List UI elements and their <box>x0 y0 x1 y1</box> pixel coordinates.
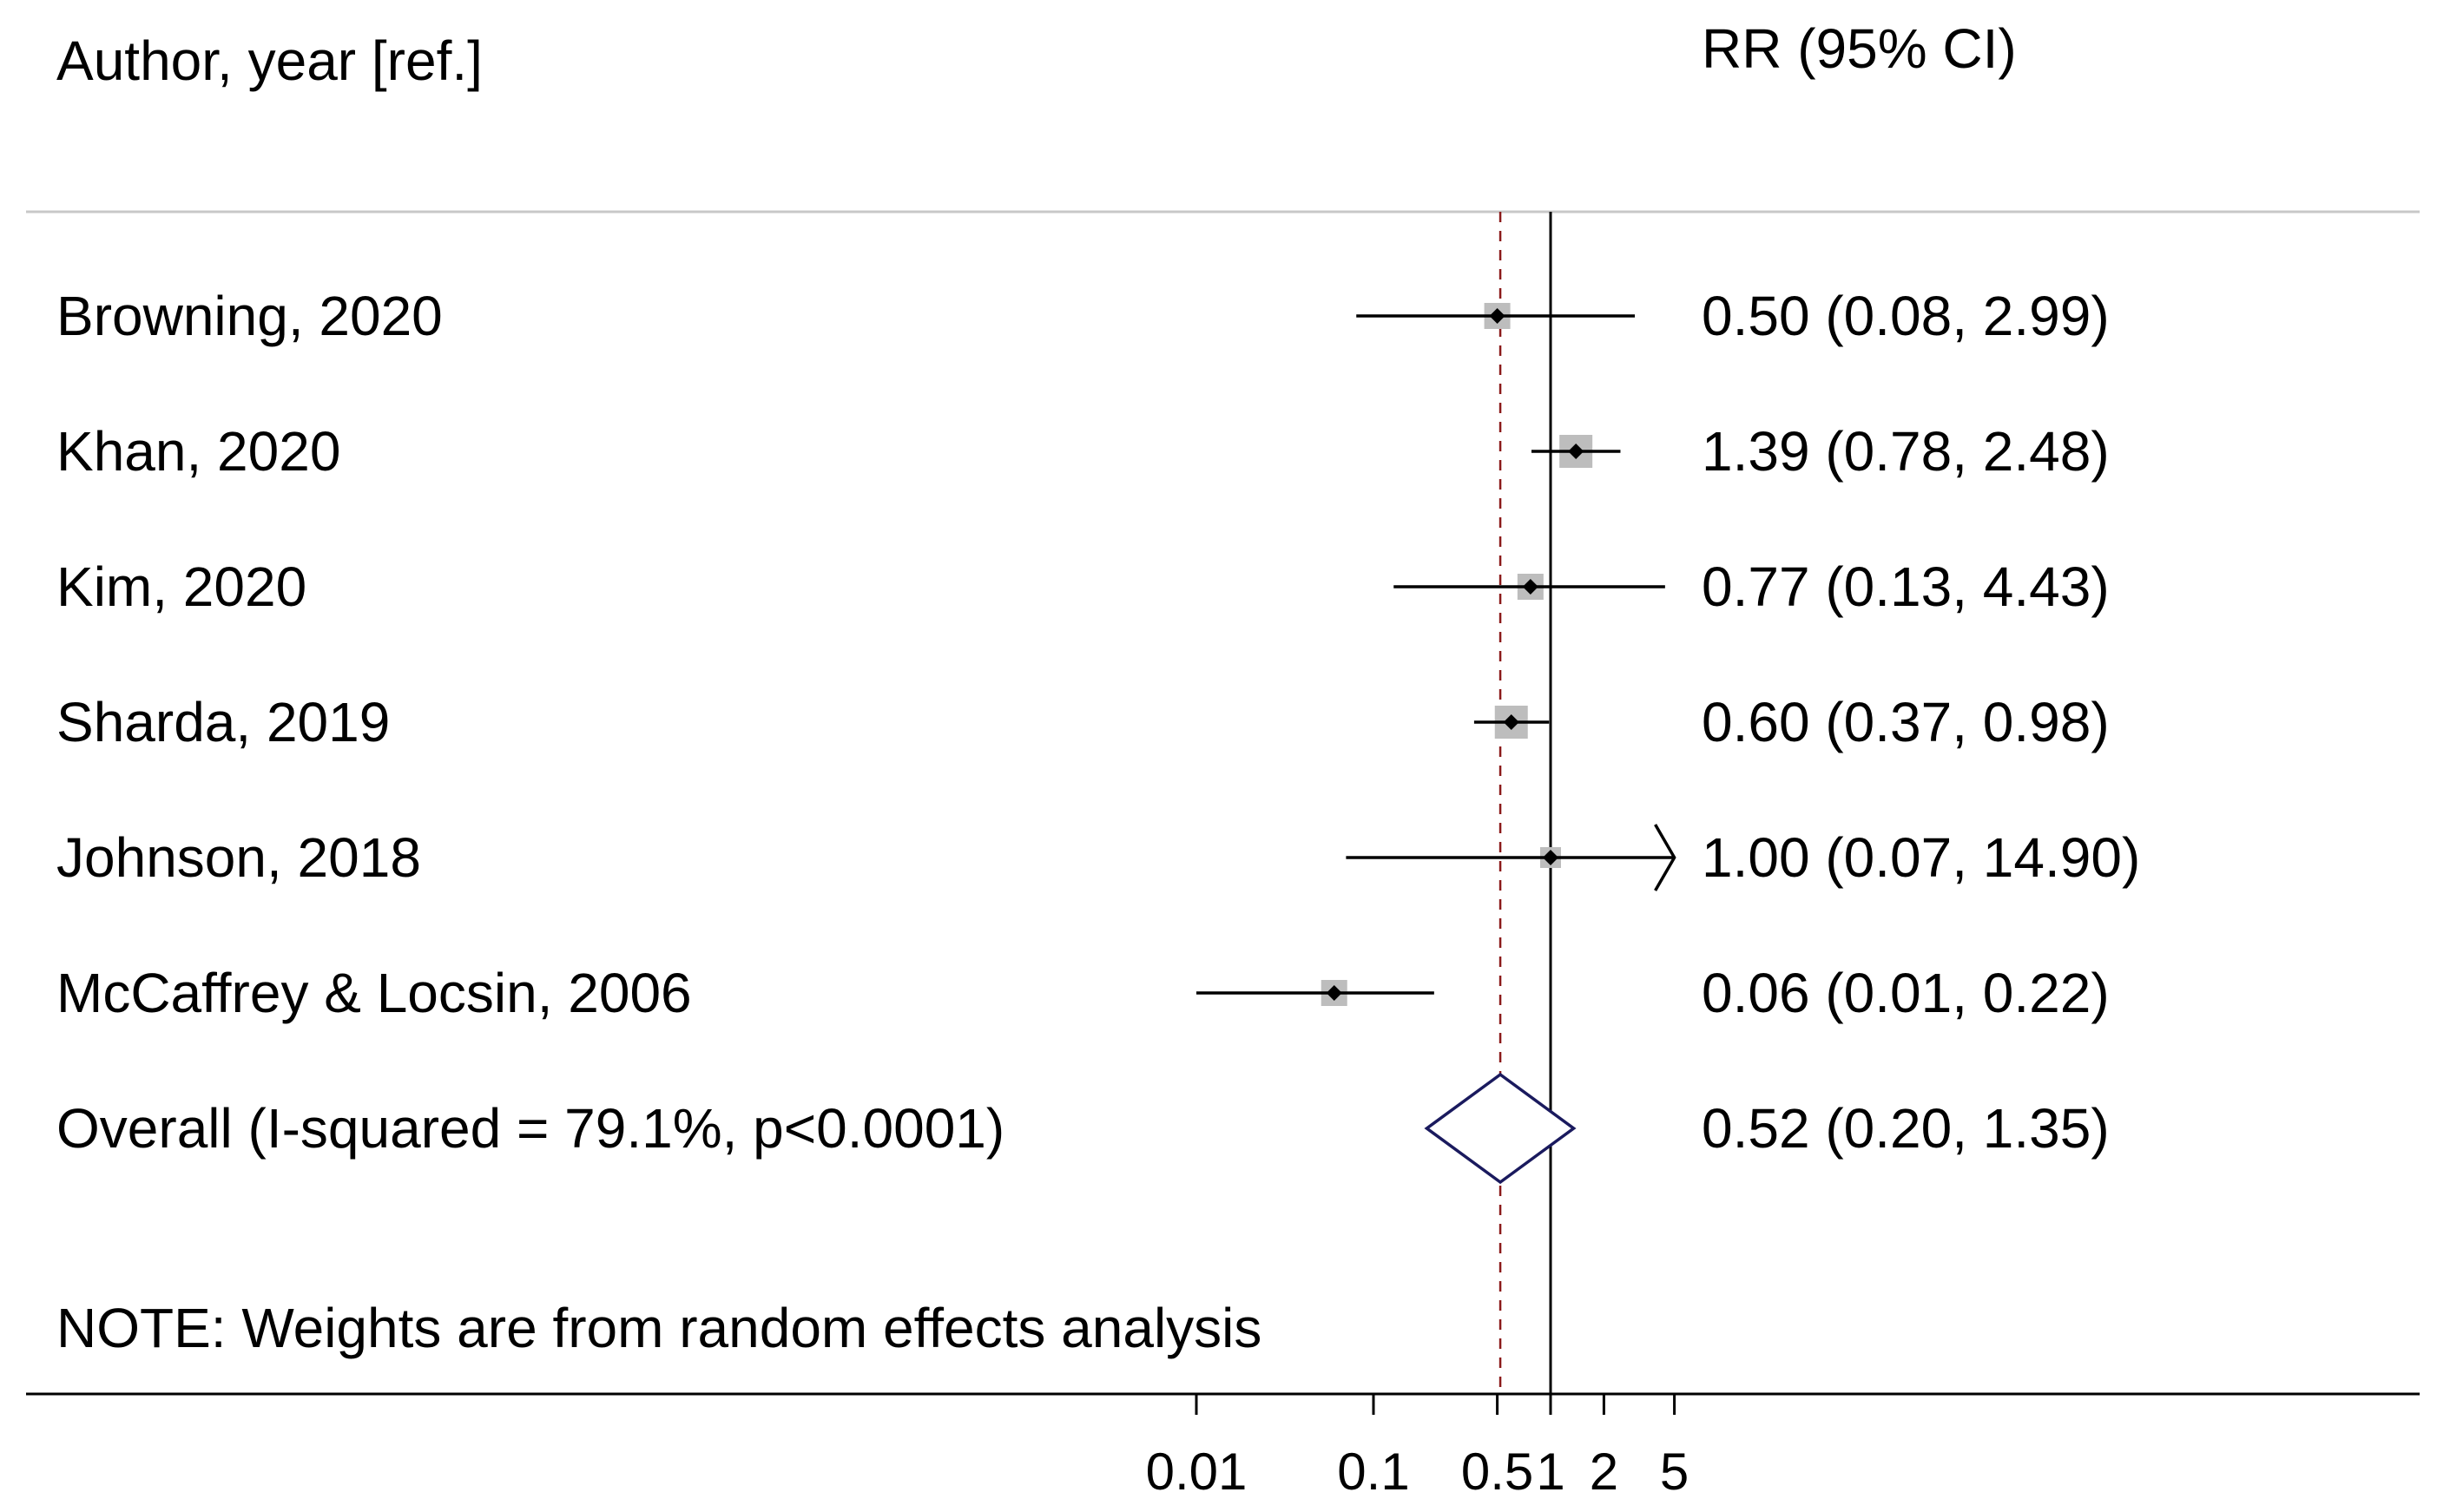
point-estimate-browning-2020 <box>1489 308 1505 324</box>
x-tick-label-0-5: 0.5 <box>1461 1443 1533 1501</box>
study-label-khan-2020: Khan, 2020 <box>56 420 340 483</box>
x-tick-label-2: 2 <box>1590 1443 1618 1501</box>
study-label-browning-2020: Browning, 2020 <box>56 285 443 347</box>
point-estimate-sharda-2019 <box>1503 714 1519 730</box>
study-label-sharda-2019: Sharda, 2019 <box>56 691 390 753</box>
ci-text-mccaffrey-locsin-2006: 0.06 (0.01, 0.22) <box>1702 962 2110 1024</box>
point-estimate-khan-2020 <box>1568 444 1584 459</box>
ci-text-kim-2020: 0.77 (0.13, 4.43) <box>1702 555 2110 618</box>
study-label-mccaffrey-locsin-2006: McCaffrey & Locsin, 2006 <box>56 962 692 1024</box>
x-tick-label-0-01: 0.01 <box>1146 1443 1248 1501</box>
study-label-kim-2020: Kim, 2020 <box>56 555 306 618</box>
ci-arrow-johnson-2018 <box>1654 824 1676 891</box>
ci-text-khan-2020: 1.39 (0.78, 2.48) <box>1702 420 2110 483</box>
x-tick-label-0-1: 0.1 <box>1337 1443 1409 1501</box>
study-label-johnson-2018: Johnson, 2018 <box>56 826 421 889</box>
plot-layer: Browning, 2020 0.50 (0.08, 2.99) Khan, 202… <box>56 212 2140 1501</box>
overall-diamond <box>1424 1072 1577 1185</box>
ci-text-sharda-2019: 0.60 (0.37, 0.98) <box>1702 691 2110 753</box>
point-estimate-mccaffrey-locsin-2006 <box>1326 985 1342 1001</box>
right-header: RR (95% CI) <box>1702 17 2017 80</box>
point-estimate-johnson-2018 <box>1543 850 1558 865</box>
left-header: Author, year [ref.] <box>56 30 483 92</box>
point-estimate-kim-2020 <box>1522 579 1538 595</box>
overall-label: Overall (I-squared = 79.1%, p<0.0001) <box>56 1097 1004 1160</box>
overall-ci-text: 0.52 (0.20, 1.35) <box>1702 1097 2110 1160</box>
x-tick-label-5: 5 <box>1660 1443 1689 1501</box>
ci-text-browning-2020: 0.50 (0.08, 2.99) <box>1702 285 2110 347</box>
note-text: NOTE: Weights are from random effects an… <box>56 1297 1261 1359</box>
ci-text-johnson-2018: 1.00 (0.07, 14.90) <box>1702 826 2140 889</box>
x-tick-label-1: 1 <box>1536 1443 1564 1501</box>
